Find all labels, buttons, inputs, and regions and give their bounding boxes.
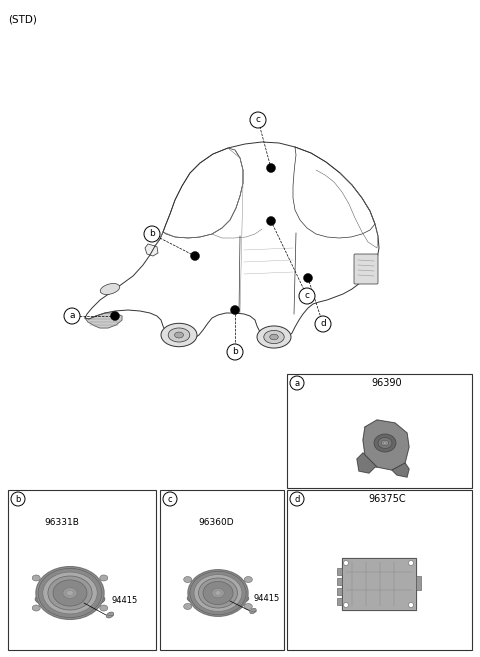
Ellipse shape (188, 570, 248, 616)
Circle shape (290, 492, 304, 506)
Bar (287, 374, 472, 488)
Polygon shape (85, 313, 122, 328)
Ellipse shape (190, 571, 246, 615)
Circle shape (64, 308, 80, 324)
Bar (337, 588, 342, 595)
Bar (416, 576, 421, 590)
Ellipse shape (53, 580, 87, 606)
Polygon shape (342, 558, 416, 610)
Circle shape (344, 560, 348, 566)
Bar (337, 578, 342, 585)
Text: b: b (149, 229, 155, 238)
Bar (337, 568, 342, 575)
Text: 96360D: 96360D (198, 518, 234, 527)
Ellipse shape (382, 440, 388, 445)
Ellipse shape (264, 330, 284, 344)
Ellipse shape (187, 590, 249, 606)
Ellipse shape (194, 575, 242, 612)
Circle shape (315, 316, 331, 332)
Ellipse shape (100, 284, 120, 294)
Ellipse shape (161, 323, 197, 347)
Bar (287, 490, 472, 650)
Polygon shape (363, 420, 409, 470)
FancyBboxPatch shape (354, 254, 378, 284)
Ellipse shape (48, 576, 92, 610)
Ellipse shape (32, 575, 40, 581)
Text: a: a (69, 311, 75, 321)
Ellipse shape (270, 334, 278, 340)
Circle shape (290, 376, 304, 390)
Circle shape (303, 273, 312, 283)
Ellipse shape (184, 604, 192, 610)
Ellipse shape (32, 605, 40, 611)
Text: d: d (320, 319, 326, 328)
Ellipse shape (38, 568, 102, 618)
Ellipse shape (374, 434, 396, 452)
Circle shape (299, 288, 315, 304)
Ellipse shape (384, 442, 386, 444)
Ellipse shape (212, 588, 224, 598)
Polygon shape (145, 244, 158, 256)
Ellipse shape (199, 578, 238, 608)
Circle shape (230, 306, 240, 315)
Circle shape (408, 560, 413, 566)
Circle shape (163, 492, 177, 506)
Text: 96390: 96390 (372, 378, 402, 388)
Polygon shape (392, 463, 409, 477)
Text: 94415: 94415 (254, 594, 280, 603)
Circle shape (250, 112, 266, 128)
Circle shape (266, 217, 276, 225)
Ellipse shape (203, 581, 233, 604)
Text: c: c (255, 116, 261, 124)
Ellipse shape (378, 438, 392, 449)
Polygon shape (85, 142, 379, 342)
Ellipse shape (36, 566, 104, 620)
Ellipse shape (168, 328, 190, 342)
Text: b: b (232, 348, 238, 357)
Ellipse shape (250, 608, 256, 614)
Circle shape (227, 344, 243, 360)
Polygon shape (357, 453, 377, 473)
Circle shape (408, 602, 413, 608)
Ellipse shape (215, 591, 221, 595)
Ellipse shape (67, 591, 73, 595)
Text: 96331B: 96331B (45, 518, 79, 527)
Ellipse shape (257, 326, 291, 348)
Ellipse shape (106, 612, 114, 618)
Text: 96375C: 96375C (368, 494, 406, 504)
Ellipse shape (100, 605, 108, 611)
Circle shape (191, 252, 200, 260)
Circle shape (110, 311, 120, 321)
Ellipse shape (63, 587, 77, 599)
Text: b: b (15, 495, 21, 503)
Circle shape (266, 164, 276, 173)
Text: (STD): (STD) (8, 14, 37, 24)
Text: c: c (168, 495, 172, 503)
Text: a: a (294, 378, 300, 388)
Circle shape (144, 226, 160, 242)
Ellipse shape (35, 590, 105, 608)
Text: 94415: 94415 (112, 596, 138, 605)
Text: d: d (294, 495, 300, 503)
Ellipse shape (184, 577, 192, 583)
Bar (160, 490, 284, 650)
Circle shape (11, 492, 25, 506)
Ellipse shape (244, 577, 252, 583)
Bar (337, 598, 342, 605)
Ellipse shape (244, 604, 252, 610)
Ellipse shape (43, 572, 97, 614)
Ellipse shape (100, 575, 108, 581)
Bar (8, 490, 156, 650)
Circle shape (344, 602, 348, 608)
Ellipse shape (175, 332, 183, 338)
Text: c: c (304, 292, 310, 300)
